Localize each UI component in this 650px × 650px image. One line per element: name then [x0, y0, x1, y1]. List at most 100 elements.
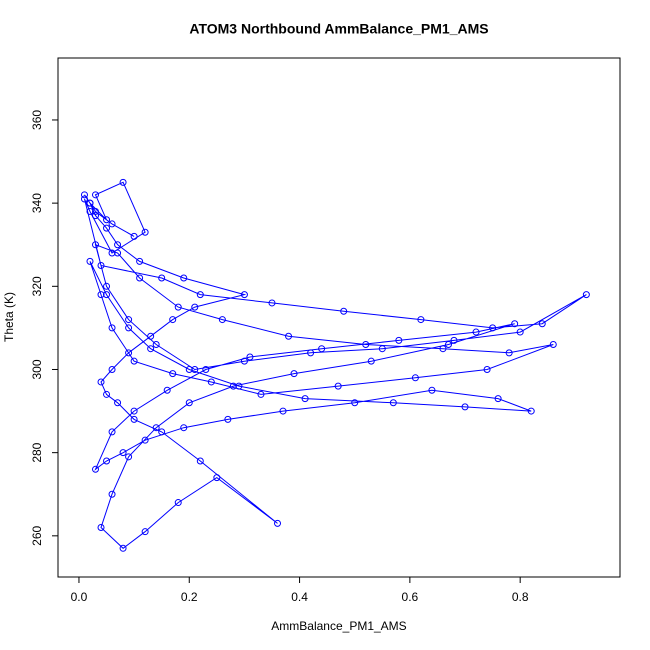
point — [130, 357, 138, 365]
point — [174, 303, 182, 311]
point — [257, 390, 265, 398]
point — [494, 395, 502, 403]
x-tick-label: 0.2 — [181, 590, 198, 604]
point — [268, 299, 276, 307]
point — [97, 378, 105, 386]
point — [169, 370, 177, 378]
point — [196, 291, 204, 299]
point — [125, 453, 133, 461]
point — [274, 519, 282, 527]
point — [318, 345, 326, 353]
point — [103, 224, 111, 232]
point — [141, 436, 149, 444]
point — [246, 353, 254, 361]
point — [196, 457, 204, 465]
point — [285, 332, 293, 340]
point — [224, 415, 232, 423]
point — [411, 374, 419, 382]
point — [180, 274, 188, 282]
point — [130, 415, 138, 423]
point — [307, 349, 315, 357]
point — [108, 324, 116, 332]
point — [92, 207, 100, 215]
x-axis-label: AmmBalance_PM1_AMS — [271, 619, 406, 633]
point — [86, 199, 94, 207]
point — [103, 216, 111, 224]
x-tick-label: 0.8 — [512, 590, 529, 604]
y-tick-label: 280 — [30, 442, 44, 462]
point — [538, 320, 546, 328]
point — [582, 291, 590, 299]
point — [141, 528, 149, 536]
point — [549, 341, 557, 349]
point — [240, 291, 248, 299]
point — [185, 365, 193, 373]
point — [174, 499, 182, 507]
point — [389, 399, 397, 407]
point — [290, 370, 298, 378]
point — [417, 316, 425, 324]
point — [130, 232, 138, 240]
point — [169, 316, 177, 324]
x-tick-label: 0.4 — [291, 590, 308, 604]
point — [439, 345, 447, 353]
point — [103, 390, 111, 398]
point — [114, 241, 122, 249]
point — [80, 191, 88, 199]
point — [92, 465, 100, 473]
point — [163, 386, 171, 394]
point — [86, 257, 94, 265]
point — [367, 357, 375, 365]
point — [511, 320, 519, 328]
point — [202, 365, 210, 373]
point — [483, 365, 491, 373]
point — [516, 328, 524, 336]
point — [80, 195, 88, 203]
point — [125, 324, 133, 332]
point — [505, 349, 513, 357]
point — [108, 220, 116, 228]
point — [444, 341, 452, 349]
point — [158, 274, 166, 282]
y-tick-label: 340 — [30, 193, 44, 213]
point — [125, 349, 133, 357]
point — [428, 386, 436, 394]
point — [108, 428, 116, 436]
point — [450, 336, 458, 344]
point — [92, 191, 100, 199]
point — [97, 262, 105, 270]
point — [130, 407, 138, 415]
point — [472, 328, 480, 336]
point — [527, 407, 535, 415]
point — [362, 341, 370, 349]
y-tick-label: 320 — [30, 276, 44, 296]
point — [147, 332, 155, 340]
point — [395, 336, 403, 344]
point — [114, 399, 122, 407]
plot-frame — [57, 57, 621, 578]
point — [301, 395, 309, 403]
point — [92, 212, 100, 220]
data-line — [84, 181, 587, 549]
point — [180, 424, 188, 432]
point — [152, 341, 160, 349]
x-tick-label: 0.0 — [71, 590, 88, 604]
point — [119, 449, 127, 457]
point — [103, 291, 111, 299]
point — [147, 345, 155, 353]
point — [334, 382, 342, 390]
point — [152, 424, 160, 432]
y-tick-label: 300 — [30, 359, 44, 379]
point — [240, 357, 248, 365]
point — [92, 241, 100, 249]
y-tick-label: 260 — [30, 525, 44, 545]
point — [351, 399, 359, 407]
point — [136, 257, 144, 265]
point — [103, 282, 111, 290]
point — [279, 407, 287, 415]
point — [378, 345, 386, 353]
point — [489, 324, 497, 332]
point — [136, 274, 144, 282]
point — [108, 490, 116, 498]
point — [97, 524, 105, 532]
